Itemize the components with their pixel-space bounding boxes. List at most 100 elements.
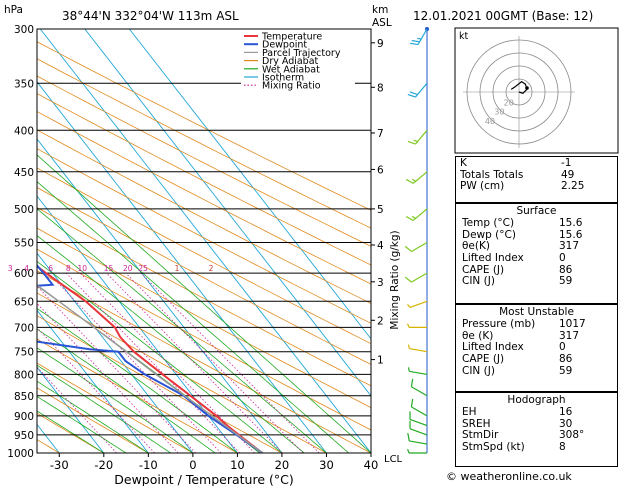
wind-barb <box>407 300 428 309</box>
mixing-ratio-line <box>37 327 155 453</box>
most-unstable-title: Most Unstable <box>499 306 574 318</box>
isotherm-line <box>37 195 238 453</box>
dry-adiabat-line <box>37 93 371 266</box>
surface-row: Temp (°C) 15.6 <box>462 217 583 229</box>
legend-label: Mixing Ratio <box>262 81 321 92</box>
pressure-tick-label: 800 <box>14 369 34 381</box>
wind-barb-staff <box>411 241 428 252</box>
profile-series <box>37 263 263 453</box>
mixing-ratio-label: 4 <box>24 264 29 273</box>
wind-barb <box>405 171 428 184</box>
wind-barb <box>410 28 428 46</box>
index-value: 49 <box>561 168 575 181</box>
dry-adiabat-line <box>37 58 371 229</box>
mu-row: θe (K) 317 <box>462 329 580 342</box>
mixing-ratio-axis-label: Mixing Ratio (g/kg) <box>389 230 401 329</box>
mu-row: CIN (J) 59 <box>462 364 573 377</box>
km-unit-label: km <box>372 4 388 16</box>
mu-row: CAPE (J) 86 <box>462 353 573 366</box>
wind-barb <box>410 378 428 397</box>
pressure-tick-label: 700 <box>14 322 34 334</box>
legend-label: Wet Adiabat <box>262 64 320 75</box>
wind-barb-flag <box>407 323 410 328</box>
most-unstable-table: Most Unstable Pressure (mb) 1017 θe (K) 31… <box>455 304 618 392</box>
wind-barb <box>404 241 428 252</box>
mixing-ratio-line <box>48 272 222 453</box>
indices-table: K -1 Totals Totals 49 PW (cm) 2.25 <box>455 156 618 203</box>
temperature-tick-label: -30 <box>50 458 69 472</box>
wind-barb-flag <box>407 93 416 98</box>
hodograph-ring-label: 30 <box>494 108 504 117</box>
wind-barb-flag <box>413 139 418 143</box>
mu-row: Pressure (mb) 1017 <box>462 318 586 330</box>
x-axis-label: Dewpoint / Temperature (°C) <box>114 472 293 486</box>
wind-profile <box>404 27 429 454</box>
wind-barb-flag <box>411 178 416 182</box>
wet-adiabat-line <box>37 208 327 453</box>
temperature-tick-label: 30 <box>319 458 334 472</box>
surface-table: Surface Temp (°C) 15.6 Dewp (°C) 15.6 θe(K… <box>455 203 618 304</box>
hodograph-unit-label: kt <box>459 31 469 42</box>
mixing-ratio-line <box>37 285 196 453</box>
wind-barb <box>404 272 428 283</box>
index-row: PW (cm) 2.25 <box>456 181 617 193</box>
legend-label: Isotherm <box>262 73 304 84</box>
isotherm-line <box>37 252 194 453</box>
header-location: 38°44'N 332°04'W 113m ASL <box>62 9 239 23</box>
hodo-row: StmSpd (kt) 8 <box>462 441 566 454</box>
wind-barb-staff <box>409 347 428 353</box>
legend-background <box>241 31 355 91</box>
wind-barb-staff <box>409 428 428 436</box>
km-tick-label: 1 <box>377 355 384 367</box>
wet-adiabat-line <box>37 395 127 453</box>
hodo-row: EH 16 <box>462 406 573 418</box>
wind-barb <box>407 344 428 353</box>
mixing-ratio-line <box>37 302 179 453</box>
dry-adiabat-line <box>37 248 371 431</box>
pressure-tick-label: 500 <box>14 204 34 216</box>
legend-label: Dry Adiabat <box>262 56 319 67</box>
dry-adiabat-line <box>37 75 371 247</box>
km-tick-label: 9 <box>377 38 384 50</box>
wind-barb-staff <box>411 406 428 417</box>
legend-label: Temperature <box>261 32 322 43</box>
dry-adiabat-line <box>37 387 149 453</box>
dry-adiabat-line <box>37 270 371 453</box>
wet-adiabat-line <box>37 181 349 453</box>
header-datetime: 12.01.2021 00GMT (Base: 12) <box>413 9 594 23</box>
pressure-tick-label: 400 <box>14 125 34 137</box>
wind-barb-flag <box>417 37 422 40</box>
plot-frame <box>36 28 372 454</box>
asl-unit-label: ASL <box>372 17 392 29</box>
mixing-ratio-label: 20 <box>123 264 133 273</box>
temperature-tick-label: -20 <box>94 458 113 472</box>
km-tick-label: 5 <box>377 204 384 216</box>
plot-border <box>36 28 372 454</box>
wind-barb-flag <box>405 216 414 221</box>
pressure-tick-label: 600 <box>14 268 34 280</box>
legend-label: Parcel Trajectory <box>262 48 341 59</box>
dry-adiabat-line <box>37 338 238 453</box>
adiabat-label: 1 <box>175 264 180 273</box>
index-row: Totals Totals 49 <box>456 168 617 182</box>
mixing-ratio-label: 15 <box>104 264 114 273</box>
wind-barb <box>409 411 428 427</box>
pressure-tick-label: 900 <box>14 411 34 423</box>
km-tick-label: 3 <box>377 277 384 289</box>
wind-barb-flag <box>409 91 418 96</box>
wind-barb-flag <box>405 178 414 184</box>
surface-row: θe(K) 317 <box>462 240 580 253</box>
km-tick-label: 4 <box>377 240 384 252</box>
index-value: -1 <box>561 157 572 169</box>
hodograph-ring-label: 20 <box>504 98 514 107</box>
hodograph-title: Hodograph <box>507 394 566 406</box>
adiabat-label: 2 <box>209 264 214 273</box>
km-tick-label: 2 <box>377 315 384 327</box>
index-row: K -1 <box>456 157 617 170</box>
wind-barb-staff <box>411 386 428 397</box>
dry-adiabat-line <box>37 41 371 211</box>
wind-barb-flag <box>410 378 414 387</box>
axis-ticks: 3003504004505005506006507007508008509009… <box>4 4 403 486</box>
temperature-tick-label: -10 <box>139 458 158 472</box>
